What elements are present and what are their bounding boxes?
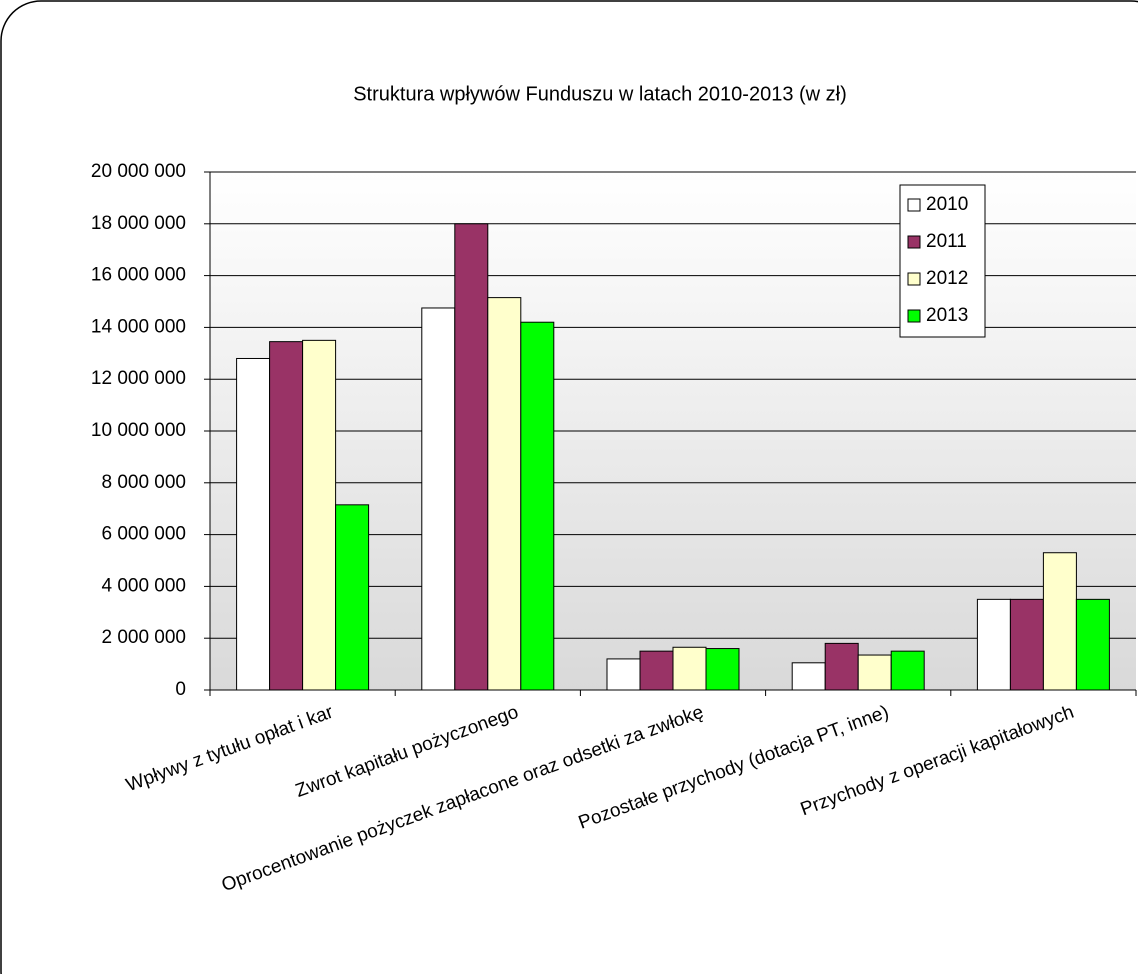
bar — [890, 650, 925, 691]
bar — [421, 307, 456, 691]
legend-swatch — [907, 272, 921, 286]
y-tick-label: 6 000 000 — [101, 524, 186, 545]
bar — [1075, 598, 1110, 691]
bar — [791, 662, 826, 691]
y-tick-label: 20 000 000 — [91, 161, 186, 182]
legend-label: 2010 — [926, 194, 968, 215]
chart-title: Struktura wpływów Funduszu w latach 2010… — [353, 83, 847, 105]
bar — [1042, 552, 1077, 691]
bar — [857, 654, 892, 691]
bar — [1009, 598, 1044, 691]
legend-swatch — [907, 235, 921, 249]
bar — [520, 321, 555, 691]
legend-label: 2012 — [926, 268, 968, 289]
bar — [976, 598, 1011, 691]
bar — [672, 646, 707, 691]
bar — [639, 650, 674, 691]
bar — [269, 341, 304, 691]
legend-label: 2011 — [926, 231, 967, 252]
y-tick-label: 8 000 000 — [101, 472, 186, 493]
y-tick-label: 12 000 000 — [91, 368, 186, 389]
y-tick-label: 10 000 000 — [91, 420, 186, 441]
legend-swatch — [907, 198, 921, 212]
bar — [487, 297, 522, 691]
bar — [454, 223, 489, 691]
legend-label: 2013 — [926, 305, 968, 326]
bar — [705, 648, 740, 691]
bar — [824, 642, 859, 691]
y-tick-label: 14 000 000 — [91, 316, 186, 337]
bar — [606, 658, 641, 691]
y-tick-label: 2 000 000 — [101, 627, 186, 648]
bar — [236, 357, 271, 691]
y-tick-label: 4 000 000 — [101, 575, 186, 596]
bar — [335, 504, 370, 691]
legend-swatch — [907, 309, 921, 323]
bar — [302, 339, 337, 691]
y-tick-label: 18 000 000 — [91, 213, 186, 234]
y-tick-label: 0 — [175, 679, 186, 700]
y-tick-label: 16 000 000 — [91, 265, 186, 286]
